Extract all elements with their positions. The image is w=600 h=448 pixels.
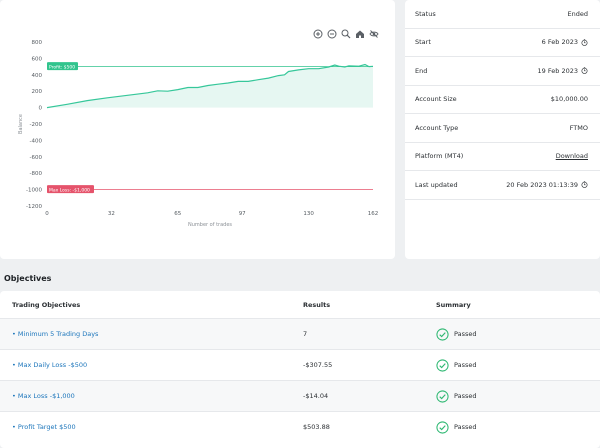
info-row-status: Status Ended bbox=[405, 0, 600, 29]
objective-name[interactable]: Minimum 5 Trading Days bbox=[17, 330, 99, 338]
summary-text: Passed bbox=[454, 423, 477, 431]
pan-icon[interactable] bbox=[368, 28, 379, 39]
y-tick-label: -200 bbox=[30, 122, 43, 128]
start-date: 6 Feb 2023 bbox=[541, 38, 578, 47]
balance-chart[interactable]: 8006004002000-200-400-600-800-1000-12000… bbox=[0, 0, 395, 259]
y-tick-label: -600 bbox=[30, 155, 43, 161]
table-header: Trading Objectives Results Summary bbox=[0, 291, 600, 318]
info-row-account-type: Account Type FTMO bbox=[405, 114, 600, 143]
summary-text: Passed bbox=[454, 361, 477, 369]
platform-label: Platform (MT4) bbox=[415, 152, 464, 161]
header-trading-objectives: Trading Objectives bbox=[12, 300, 81, 309]
platform-value: Download bbox=[556, 152, 588, 160]
table-row: • Max Daily Loss -$500 -$307.55 Passed bbox=[0, 349, 600, 380]
info-row-account-size: Account Size $10,000.00 bbox=[405, 86, 600, 114]
status-label: Status bbox=[415, 9, 436, 18]
y-tick-label: 800 bbox=[32, 40, 43, 46]
objective-result: -$307.55 bbox=[303, 361, 333, 369]
x-tick-label: 0 bbox=[45, 211, 49, 217]
objective-summary: Passed bbox=[436, 358, 600, 372]
objective-summary: Passed bbox=[436, 420, 600, 434]
table-row: • Minimum 5 Trading Days 7 Passed bbox=[0, 318, 600, 349]
loss-label: Max Loss: -$1,000 bbox=[49, 187, 90, 193]
loss-label-bg bbox=[47, 185, 94, 194]
check-circle-icon bbox=[436, 327, 449, 341]
balance-chart-card: 800 600 400 200 0 -200 -400 -600 -800 -1000 -1200 0… bbox=[0, 0, 395, 259]
objective-name[interactable]: Max Daily Loss -$500 bbox=[17, 361, 88, 369]
magnifier-icon[interactable] bbox=[340, 28, 351, 39]
balance-area bbox=[47, 64, 373, 108]
objective-link[interactable]: • Max Loss -$1,000 bbox=[12, 392, 75, 400]
end-value: 19 Feb 2023 bbox=[538, 67, 588, 75]
zoom-in-icon[interactable] bbox=[312, 28, 323, 39]
y-axis-title: Balance bbox=[18, 114, 24, 134]
chart-toolbar bbox=[312, 28, 379, 39]
clock-icon bbox=[581, 181, 588, 189]
check-circle-icon bbox=[436, 358, 449, 372]
header-results: Results bbox=[303, 300, 331, 309]
objectives-title: Objectives bbox=[4, 274, 52, 283]
y-tick-label: 200 bbox=[32, 89, 43, 95]
zoom-out-icon[interactable] bbox=[326, 28, 337, 39]
info-row-platform: Platform (MT4) Download bbox=[405, 143, 600, 171]
info-row-last-updated: Last updated 20 Feb 2023 01:13:39 bbox=[405, 171, 600, 200]
x-tick-label: 65 bbox=[174, 211, 181, 217]
clock-icon bbox=[581, 67, 588, 75]
last-updated-date: 20 Feb 2023 01:13:39 bbox=[506, 180, 578, 189]
start-value: 6 Feb 2023 bbox=[542, 38, 588, 46]
x-tick-label: 97 bbox=[239, 211, 246, 217]
download-link[interactable]: Download bbox=[555, 152, 588, 161]
x-tick-label: 130 bbox=[303, 211, 314, 217]
profit-label: Profit: $500 bbox=[49, 64, 75, 70]
y-tick-label: -1200 bbox=[26, 204, 42, 210]
table-row: • Profit Target $500 $503.88 Passed bbox=[0, 411, 600, 442]
y-tick-label: 600 bbox=[32, 56, 43, 62]
objective-result: 7 bbox=[303, 330, 308, 338]
table-row: • Max Loss -$1,000 -$14.04 Passed bbox=[0, 380, 600, 411]
account-type-value: FTMO bbox=[569, 123, 588, 132]
account-info-card: Status Ended Start 6 Feb 2023 End 19 Feb… bbox=[405, 0, 600, 259]
info-row-start: Start 6 Feb 2023 bbox=[405, 29, 600, 57]
y-tick-label: 0 bbox=[39, 106, 43, 112]
status-value: Ended bbox=[567, 9, 588, 18]
objective-summary: Passed bbox=[436, 327, 600, 341]
end-label: End bbox=[415, 66, 428, 75]
summary-text: Passed bbox=[454, 392, 477, 400]
y-tick-label: -800 bbox=[30, 171, 43, 177]
account-type-label: Account Type bbox=[415, 123, 459, 132]
y-tick-label: 400 bbox=[32, 73, 43, 79]
objective-summary: Passed bbox=[436, 389, 600, 403]
account-size-label: Account Size bbox=[415, 95, 457, 104]
check-circle-icon bbox=[436, 420, 449, 434]
summary-text: Passed bbox=[454, 330, 477, 338]
objective-result: $503.88 bbox=[303, 423, 330, 431]
clock-icon bbox=[581, 38, 588, 46]
objective-result: -$14.04 bbox=[303, 392, 329, 400]
x-tick-label: 162 bbox=[368, 211, 379, 217]
info-row-end: End 19 Feb 2023 bbox=[405, 57, 600, 86]
objective-link[interactable]: • Profit Target $500 bbox=[12, 423, 76, 431]
x-axis-title: Number of trades bbox=[188, 222, 232, 228]
profit-label-bg bbox=[47, 62, 78, 71]
start-label: Start bbox=[415, 38, 431, 47]
y-tick-label: -400 bbox=[30, 138, 43, 144]
account-size-value: $10,000.00 bbox=[550, 95, 588, 104]
last-updated-value: 20 Feb 2023 01:13:39 bbox=[506, 181, 588, 189]
objective-link[interactable]: • Max Daily Loss -$500 bbox=[12, 361, 88, 369]
home-icon[interactable] bbox=[354, 28, 365, 39]
objective-link[interactable]: • Minimum 5 Trading Days bbox=[12, 330, 99, 338]
objective-name[interactable]: Max Loss -$1,000 bbox=[17, 392, 75, 400]
y-tick-label: -1000 bbox=[26, 188, 42, 194]
header-summary: Summary bbox=[436, 300, 471, 309]
last-updated-label: Last updated bbox=[415, 180, 458, 189]
end-date: 19 Feb 2023 bbox=[537, 66, 578, 75]
objectives-table: Trading Objectives Results Summary • Min… bbox=[0, 291, 600, 448]
balance-line bbox=[46, 63, 374, 109]
check-circle-icon bbox=[436, 389, 449, 403]
x-tick-label: 32 bbox=[108, 211, 115, 217]
objective-name[interactable]: Profit Target $500 bbox=[17, 423, 76, 431]
